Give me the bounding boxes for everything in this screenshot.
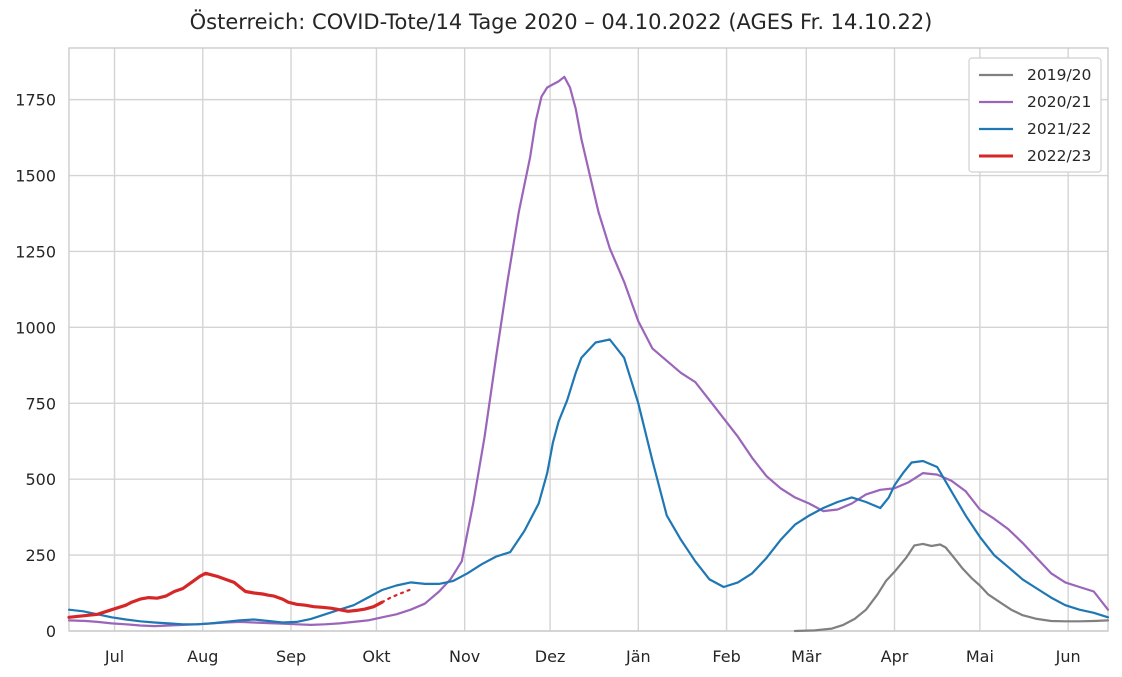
y-tick-label: 1750: [15, 91, 56, 110]
x-tick-label: Okt: [362, 647, 390, 666]
series-line-projection: [381, 587, 415, 604]
x-tick-label: Jul: [104, 647, 124, 666]
y-tick-label: 1000: [15, 318, 56, 337]
legend: 2019/20 2020/21 2021/22 2022/23: [968, 57, 1102, 173]
legend-label-2019-20: 2019/20: [1027, 66, 1091, 84]
legend-label-2022-23: 2022/23: [1027, 147, 1091, 165]
y-tick-label: 1500: [15, 167, 56, 186]
x-tick-label: Dez: [535, 647, 566, 666]
x-tick-label: Mai: [966, 647, 994, 666]
x-tick-label: Mär: [791, 647, 822, 666]
legend-label-2021-22: 2021/22: [1027, 120, 1091, 138]
y-tick-label: 750: [25, 394, 56, 413]
series-line-2021-22: [67, 338, 1110, 626]
x-tick-label: Feb: [712, 647, 740, 666]
x-tick-label: Aug: [187, 647, 218, 666]
legend-label-2020-21: 2020/21: [1027, 93, 1091, 111]
series-line-2019-20: [793, 542, 1110, 633]
x-tick-label: Jän: [625, 647, 651, 666]
x-tick-label: Jun: [1055, 647, 1081, 666]
y-tick-label: 0: [46, 622, 56, 641]
gridlines: [69, 48, 1108, 632]
y-tick-label: 500: [25, 470, 56, 489]
chart-title: Österreich: COVID-Tote/14 Tage 2020 – 04…: [189, 10, 933, 34]
y-tick-label: 1250: [15, 242, 56, 261]
plot-frame: [68, 47, 1109, 632]
legend-box: [968, 57, 1102, 173]
series-line-2022-23: [67, 571, 384, 619]
series-line-2020-21: [67, 75, 1110, 628]
x-tick-label: Apr: [881, 647, 909, 666]
x-tick-label: Sep: [276, 647, 306, 666]
x-tick-label: Nov: [449, 647, 480, 666]
y-tick-label: 250: [25, 546, 56, 565]
plot-background: [69, 48, 1108, 631]
